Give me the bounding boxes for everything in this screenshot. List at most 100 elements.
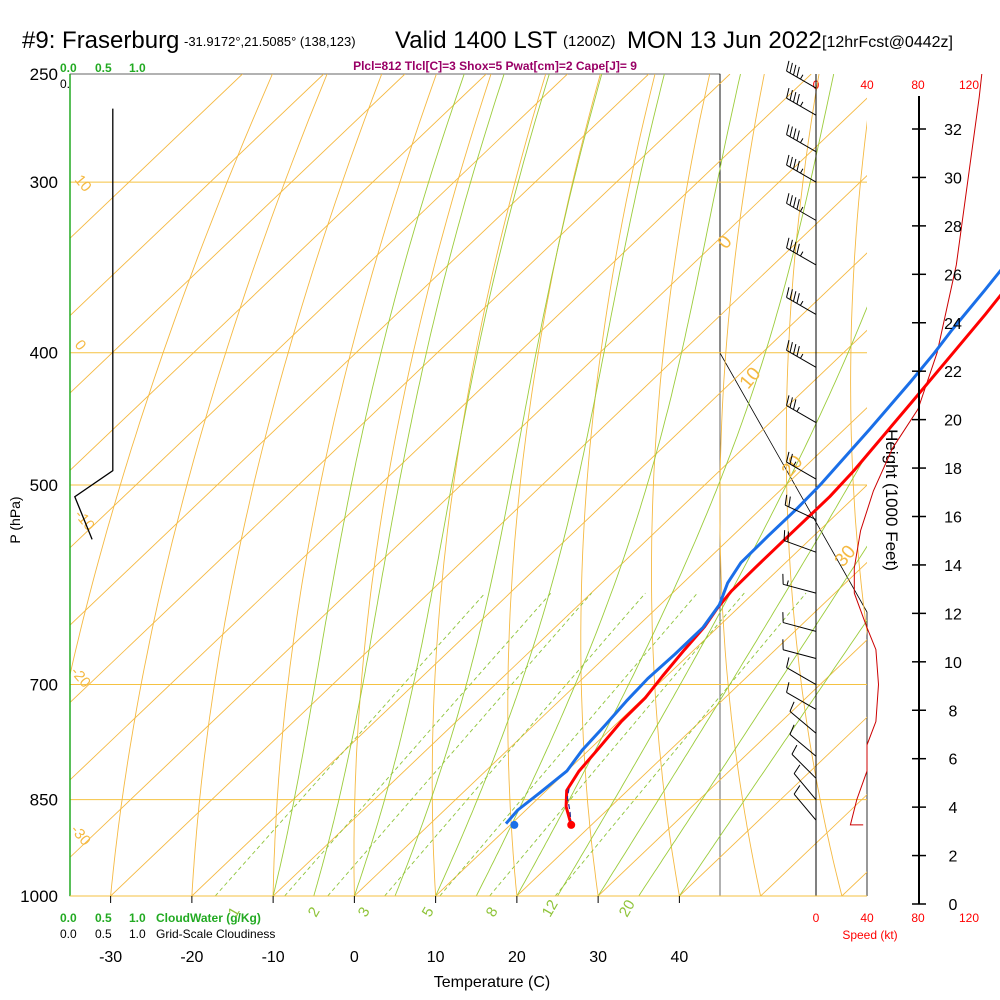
isotherm--110 — [70, 74, 325, 317]
wind-barb-flag — [792, 128, 797, 139]
dry-adiabat-70 — [850, 119, 867, 636]
wind-barb — [786, 451, 817, 480]
wind-barb-flag — [789, 195, 793, 206]
height-tick-label-28: 28 — [944, 219, 962, 236]
wind-barb-half-flag — [799, 206, 804, 212]
surface-temperature-dot — [567, 820, 576, 829]
wind-barb — [786, 193, 817, 221]
height-tick-label-8: 8 — [949, 703, 958, 720]
x-tick-label-30: 30 — [589, 949, 607, 966]
isotherm--100 — [70, 74, 406, 394]
wind-barb-flag — [789, 89, 793, 101]
wind-barb-flag — [792, 197, 797, 208]
mixing-ratio-line-5 — [384, 592, 646, 896]
isotherm--80 — [70, 74, 568, 549]
wind-barb-flag — [789, 701, 795, 712]
isotherm-10 — [435, 484, 867, 896]
x-tick-label--10: -10 — [262, 949, 285, 966]
moist-adiabat--5 — [313, 74, 505, 896]
mixing-ratio-label-12: 12 — [539, 897, 562, 920]
isotherm--120 — [70, 74, 243, 239]
wind-barb-half-flag — [793, 461, 797, 467]
moist-adiabat-20 — [516, 74, 835, 896]
wind-barb-flag — [786, 237, 790, 249]
wind-barb-staff — [783, 622, 817, 632]
moist-adiabat--10 — [272, 74, 465, 896]
dry-adiabat-30 — [580, 74, 656, 896]
y-tick-label-850: 850 — [30, 791, 58, 810]
moist-adiabat-10 — [435, 74, 665, 896]
wind-barb — [786, 87, 817, 116]
wind-barb — [789, 701, 817, 734]
isotherm--90 — [70, 74, 487, 472]
wind-barb-flag — [786, 154, 790, 166]
mixing-ratio-label-8: 8 — [483, 904, 502, 920]
wind-barb-flag — [787, 531, 789, 542]
y-tick-label-250: 250 — [30, 65, 58, 84]
wind-barb-half-flag — [799, 300, 804, 306]
x-tick-label-20: 20 — [508, 949, 526, 966]
wind-barb-flag — [796, 243, 800, 255]
grid-clipped — [70, 74, 867, 896]
y-tick-label-300: 300 — [30, 173, 58, 192]
mixing-ratio-line-3 — [327, 592, 592, 896]
mixing-ratio-label-3: 3 — [355, 904, 374, 920]
series-line-parcel — [566, 788, 572, 825]
wind-barb-flag — [786, 657, 790, 668]
wind-barb-staff — [786, 461, 817, 480]
height-tick-label-12: 12 — [944, 606, 962, 623]
wind-barb-half-flag — [799, 251, 804, 257]
wind-barb — [791, 744, 817, 779]
wind-barb-flag — [786, 60, 790, 72]
moist-adiabat-40 — [679, 619, 867, 896]
cloudiness-tick-bottom-1: 0.5 — [95, 927, 112, 941]
wind-barb-flag — [793, 764, 801, 774]
x-tick-label-40: 40 — [670, 949, 688, 966]
cloudiness-tick-bottom-2: 1.0 — [129, 927, 146, 941]
y-tick-label-1000: 1000 — [20, 887, 58, 906]
wind-barb-flag — [796, 199, 800, 210]
wind-barb-staff — [789, 711, 817, 734]
wind-barb — [789, 724, 817, 757]
y-tick-label-500: 500 — [30, 476, 58, 495]
wind-barb — [786, 395, 817, 423]
cloudwater-tick-top-0: 0.0 — [60, 61, 77, 75]
moist-adiabat-25 — [557, 306, 867, 896]
wind-barb-staff — [793, 773, 817, 800]
wind-barb-flag — [786, 395, 790, 406]
wind-barb-flag — [786, 682, 790, 693]
cloudwater-tick-top-2: 1.0 — [129, 61, 146, 75]
wind-barb-flag — [786, 193, 790, 204]
cloudiness-label: Grid-Scale Cloudiness — [156, 927, 275, 941]
moist-adiabat-35 — [638, 545, 867, 896]
valid-time: Valid 1400 LST — [395, 27, 558, 54]
wind-barb-flag — [792, 91, 797, 103]
moist-adiabat-0 — [353, 74, 550, 896]
wind-barb-staff — [786, 667, 817, 685]
wind-speed-panel — [815, 73, 983, 896]
wind-barb — [786, 287, 817, 315]
wind-barb — [786, 657, 817, 685]
wind-barb-staff — [783, 583, 817, 594]
moist-adiabat-15 — [475, 74, 741, 896]
mixing-ratio-label-20: 20 — [616, 897, 639, 920]
cloudiness-line — [74, 108, 114, 540]
wind-barb-flag — [789, 289, 793, 300]
height-tick-label-22: 22 — [944, 364, 962, 381]
dry-adiabat--20 — [191, 74, 383, 896]
mixing-ratio-label-2: 2 — [305, 904, 324, 920]
dry-adiabat-60 — [785, 74, 843, 896]
cloudwater-label: CloudWater (g/Kg) — [156, 911, 261, 925]
speed-axis-label: Speed (kt) — [842, 928, 897, 942]
wind-barb — [786, 340, 817, 368]
wind-barb-staff — [786, 134, 817, 153]
dry-adiabat-40 — [651, 74, 711, 896]
height-tick-label-30: 30 — [944, 170, 962, 187]
cloudwater-tick-bottom-2: 1.0 — [129, 911, 146, 925]
mixing-ratio-line-2 — [284, 592, 552, 896]
wind-barb-staff — [784, 504, 817, 521]
y-axis-label: P (hPa) — [7, 496, 23, 543]
wind-barb-flag — [789, 397, 793, 408]
